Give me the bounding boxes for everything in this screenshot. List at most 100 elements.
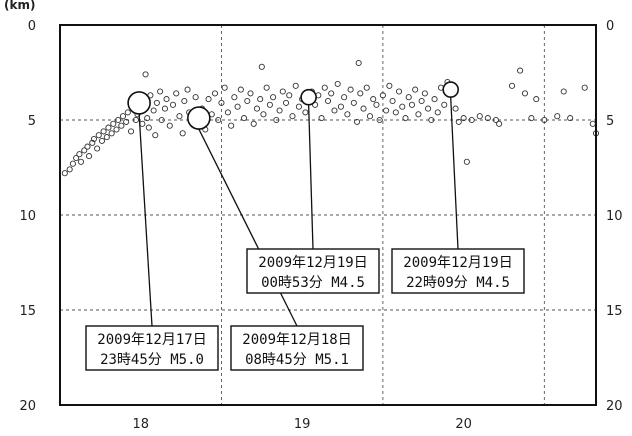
quake-point	[163, 96, 170, 103]
quake-point	[508, 82, 516, 89]
quake-point	[279, 88, 286, 95]
y-tick-right: 5	[606, 114, 614, 129]
quake-point	[260, 111, 267, 118]
depth-unit-label: (km)	[4, 0, 35, 12]
labeled-event-circle	[300, 88, 317, 106]
quake-point	[286, 92, 293, 99]
quake-point	[247, 90, 254, 97]
quake-point	[240, 115, 248, 122]
quake-point	[169, 101, 177, 108]
quake-point	[517, 67, 524, 74]
quake-point	[421, 90, 428, 97]
quake-point	[318, 115, 325, 122]
quake-point	[250, 120, 257, 127]
quake-point	[98, 137, 106, 144]
event-leader-line	[138, 113, 153, 327]
quake-point	[399, 103, 406, 110]
quake-point	[289, 113, 296, 120]
quake-point	[418, 97, 425, 105]
y-tick-right: 10	[606, 209, 623, 224]
event-leader-line	[450, 97, 459, 250]
quake-point	[344, 111, 351, 118]
y-tick-right: 20	[606, 399, 623, 414]
quake-point	[231, 94, 238, 101]
callout-box	[391, 248, 525, 294]
quake-point	[139, 120, 146, 127]
quake-point	[324, 97, 332, 105]
quake-point	[105, 124, 112, 131]
quake-point	[405, 94, 412, 101]
quake-point	[176, 113, 183, 120]
quake-point	[211, 90, 219, 97]
quake-point	[218, 99, 225, 106]
quake-point	[492, 116, 499, 124]
quake-point	[142, 71, 149, 78]
quake-point	[357, 90, 364, 97]
quake-point	[115, 116, 122, 124]
quake-point	[402, 115, 409, 122]
quake-point	[533, 96, 540, 103]
quake-point	[363, 84, 370, 91]
quake-point	[89, 139, 96, 146]
quake-point	[257, 96, 264, 103]
quake-point	[103, 134, 110, 141]
callout-time-magnitude: 23時45分 M5.0	[100, 352, 204, 368]
event-callout: 2009年12月19日 00時53分 M4.5	[246, 248, 380, 294]
quake-point	[228, 122, 235, 129]
quake-point	[127, 128, 135, 135]
event-leader-line	[307, 104, 314, 250]
quake-point	[276, 107, 283, 114]
quake-point	[567, 115, 574, 122]
quake-point	[460, 115, 467, 122]
quake-point	[244, 97, 251, 105]
callout-date: 2009年12月18日	[242, 332, 351, 348]
x-tick: 19	[294, 417, 311, 432]
quake-point	[328, 90, 335, 97]
quake-point	[270, 94, 277, 101]
quake-point	[484, 115, 491, 122]
quake-point	[215, 116, 222, 124]
quake-point	[66, 166, 73, 173]
quake-point	[81, 147, 88, 154]
quake-point	[468, 116, 475, 124]
quake-point	[292, 82, 299, 89]
y-tick-left: 15	[19, 304, 36, 319]
quake-point	[110, 120, 117, 127]
quake-point	[157, 88, 164, 95]
quake-point	[123, 118, 130, 125]
quake-point	[350, 99, 357, 106]
quake-point	[144, 115, 151, 122]
quake-point	[376, 116, 383, 124]
quake-point	[161, 105, 168, 112]
quake-point	[173, 90, 180, 97]
quake-point	[124, 109, 131, 116]
callout-date: 2009年12月19日	[403, 255, 512, 271]
quake-point	[463, 158, 470, 165]
quake-point	[84, 143, 91, 150]
quake-point	[496, 120, 503, 127]
y-tick-left: 5	[28, 114, 36, 129]
quake-point	[158, 116, 165, 124]
quake-point	[61, 170, 68, 177]
quake-point	[412, 86, 419, 93]
quake-point	[386, 82, 393, 89]
quake-point	[108, 130, 115, 137]
event-callouts: 2009年12月17日 23時45分 M5.0 2009年12月18日 08時45分 …	[85, 248, 525, 371]
quake-point	[150, 107, 157, 114]
quake-point	[73, 154, 80, 162]
quake-point	[428, 116, 435, 124]
quake-point	[337, 103, 344, 110]
event-callout: 2009年12月18日 08時45分 M5.1	[230, 325, 364, 371]
y-tick-left: 0	[28, 19, 36, 34]
quake-point	[589, 120, 596, 127]
event-leader-line	[198, 128, 298, 327]
grid-lines	[59, 25, 596, 405]
quake-point	[389, 97, 396, 105]
quake-point	[282, 99, 290, 106]
quake-point	[392, 109, 399, 116]
quake-point	[253, 105, 261, 112]
quake-point	[295, 103, 302, 110]
y-tick-right: 0	[606, 19, 614, 34]
quake-point	[132, 116, 139, 124]
